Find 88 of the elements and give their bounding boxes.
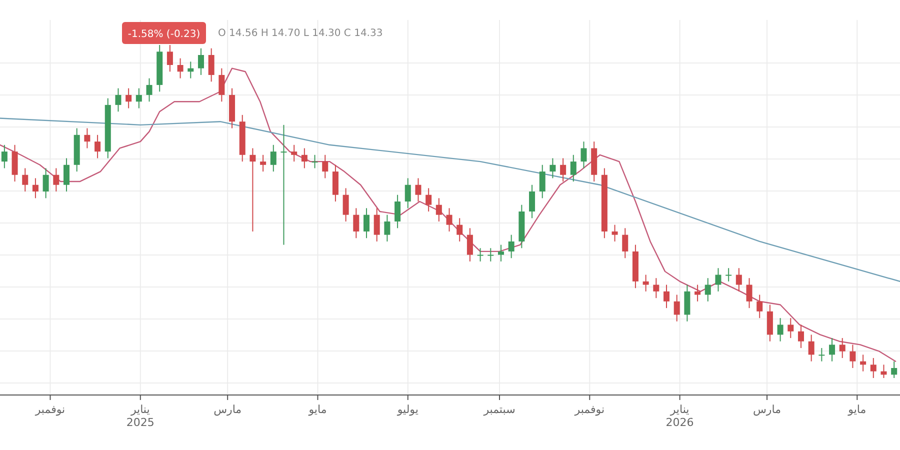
candlestick — [280, 124, 287, 246]
candlestick — [612, 224, 618, 242]
candlestick — [674, 294, 680, 322]
candlestick — [322, 154, 328, 179]
candlestick — [332, 164, 338, 202]
candlestick — [426, 188, 432, 212]
candlestick — [353, 208, 360, 239]
candlestick — [498, 244, 504, 262]
candlestick — [84, 128, 90, 149]
x-tick-label: مارس — [214, 403, 242, 416]
candlestick — [208, 48, 214, 82]
candlestick — [404, 178, 411, 209]
candlestick — [622, 228, 628, 259]
candlestick — [653, 278, 660, 299]
candlestick — [146, 78, 152, 102]
candlestick — [694, 284, 701, 302]
candlestick — [126, 88, 132, 109]
candlestick — [580, 141, 587, 169]
candlestick — [870, 358, 876, 378]
candlestick — [64, 158, 70, 192]
candlestick — [818, 348, 825, 362]
candlestick — [177, 58, 184, 79]
candlestick — [446, 208, 452, 232]
candlestick — [42, 168, 49, 199]
candlestick — [736, 268, 742, 292]
candlestick — [798, 324, 804, 349]
candlestick — [53, 168, 60, 192]
candlestick — [312, 154, 318, 169]
candlestick — [456, 218, 463, 242]
candlestick — [508, 234, 514, 259]
candlestick — [466, 228, 473, 262]
candlestick — [850, 344, 856, 369]
x-tick-label: نوفمبر — [574, 403, 605, 416]
x-tick-label: مايو — [308, 403, 327, 416]
candlestick — [777, 318, 784, 342]
candlestick — [766, 304, 773, 342]
candlestick — [829, 338, 836, 362]
candlestick — [891, 360, 898, 378]
candlestick — [570, 154, 576, 182]
candlestick — [726, 268, 732, 282]
candlestick — [260, 154, 266, 172]
candlestick — [704, 278, 711, 302]
candlestick — [715, 268, 722, 292]
candlestick — [539, 164, 546, 199]
candlestick — [684, 284, 690, 322]
x-tick-label: مايو — [847, 403, 866, 416]
x-tick-label: نوفمبر — [34, 403, 66, 416]
candlestick — [746, 278, 752, 309]
candlestick — [22, 168, 28, 192]
candlestick — [218, 68, 225, 102]
candlestick — [384, 214, 390, 242]
x-tick-label: مارس — [753, 403, 782, 416]
candlestick — [1, 144, 8, 169]
text: -1.58% (-0.23) — [128, 29, 200, 40]
candlestick — [374, 208, 380, 242]
candlestick — [394, 194, 401, 229]
candlestick — [364, 208, 370, 239]
candlestick — [436, 198, 442, 222]
candlestick — [342, 188, 349, 222]
candlestick — [115, 88, 122, 112]
candlestick — [94, 134, 101, 159]
candlestick — [860, 354, 866, 372]
x-tick-label: سبتمبر — [482, 403, 516, 416]
candlestick — [488, 248, 494, 262]
candlestick — [136, 88, 142, 109]
candlestick — [788, 318, 794, 339]
candlestick — [642, 274, 649, 292]
candlestick — [270, 144, 276, 172]
candlestick — [550, 158, 556, 179]
candlestick — [188, 61, 194, 79]
x-tick-label: يوليو — [396, 403, 418, 416]
candlestick — [415, 178, 422, 202]
candlestick — [32, 178, 38, 199]
candlestick — [880, 364, 887, 378]
text: O 14.56 H 14.70 L 14.30 C 14.33 — [218, 28, 383, 39]
candlestick — [301, 148, 308, 169]
candlestick — [560, 158, 566, 182]
candlestick — [291, 144, 298, 162]
candlestick — [839, 338, 846, 359]
candlestick — [250, 148, 256, 232]
candlestick — [808, 334, 814, 362]
candlestick — [664, 284, 670, 309]
candlestick — [166, 44, 173, 72]
candlestick — [756, 294, 763, 319]
candlestick — [198, 48, 204, 76]
candlestick — [12, 144, 18, 182]
candlestick — [477, 248, 484, 262]
candlestick — [529, 184, 536, 219]
